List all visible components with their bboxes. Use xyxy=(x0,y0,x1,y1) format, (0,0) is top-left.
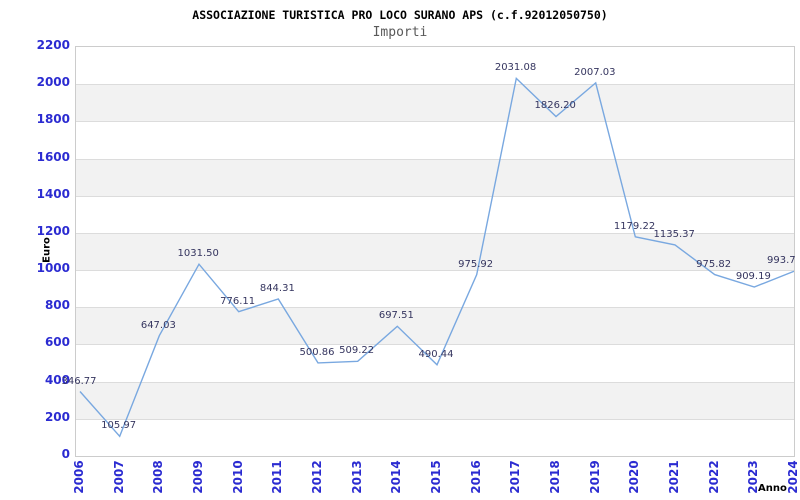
y-tick-label: 2000 xyxy=(36,75,70,90)
point-label: 346.77 xyxy=(61,375,97,387)
x-tick-label: 2014 xyxy=(389,460,404,494)
y-tick-label: 1000 xyxy=(36,261,70,276)
x-tick-label: 2021 xyxy=(667,460,681,494)
x-tick-label: 2022 xyxy=(706,460,721,494)
gridline xyxy=(76,84,794,86)
x-tick-label: 2019 xyxy=(587,460,602,494)
gridline xyxy=(76,121,794,123)
point-label: 500.86 xyxy=(299,346,335,358)
band xyxy=(76,307,794,345)
line-series-svg xyxy=(79,77,794,438)
band xyxy=(76,158,794,196)
x-tick-label: 2006 xyxy=(72,460,86,494)
chart-title: ASSOCIAZIONE TURISTICA PRO LOCO SURANO A… xyxy=(192,8,608,22)
point-label: 647.03 xyxy=(140,319,176,331)
gridline xyxy=(76,232,794,234)
y-axis-title: Euro xyxy=(41,237,53,263)
point-label: 975.82 xyxy=(696,258,732,270)
x-tick-label: 2011 xyxy=(270,460,285,494)
x-tick-label: 2012 xyxy=(310,460,324,494)
gridline xyxy=(76,344,794,346)
x-tick-label: 2007 xyxy=(111,460,126,494)
point-label: 697.51 xyxy=(378,310,414,322)
y-tick-label: 2200 xyxy=(36,38,70,52)
gridline xyxy=(76,195,794,197)
x-tick-label: 2009 xyxy=(191,460,205,494)
point-label: 105.97 xyxy=(101,420,137,432)
point-label: 975.92 xyxy=(458,258,494,270)
x-axis-title: Anno xyxy=(758,483,787,494)
point-label: 776.11 xyxy=(220,295,256,307)
band xyxy=(76,84,794,122)
x-tick-label: 2008 xyxy=(151,460,166,494)
y-tick-label: 600 xyxy=(44,335,70,350)
y-tick-label: 0 xyxy=(61,447,70,461)
point-label: 490.44 xyxy=(418,348,454,360)
x-tick-label: 2010 xyxy=(230,460,245,494)
point-label: 1135.37 xyxy=(653,228,695,240)
y-tick-label: 1800 xyxy=(36,112,70,127)
y-tick-label: 1400 xyxy=(36,186,70,201)
x-tick-label: 2020 xyxy=(627,460,642,494)
point-label: 909.19 xyxy=(735,270,771,282)
x-tick-label: 2024 xyxy=(786,460,800,494)
x-tick-label: 2016 xyxy=(468,460,483,494)
point-label: 1179.22 xyxy=(613,220,656,232)
gridline xyxy=(76,418,794,420)
point-label: 844.31 xyxy=(259,283,295,295)
x-tick-label: 2015 xyxy=(429,460,443,494)
gridline xyxy=(76,158,794,160)
gridline xyxy=(76,307,794,309)
y-tick-label: 400 xyxy=(44,372,70,387)
x-tick-label: 2013 xyxy=(349,460,364,494)
x-tick-label: 2018 xyxy=(548,460,562,494)
y-tick-label: 1200 xyxy=(36,223,70,238)
y-tick-label: 200 xyxy=(44,409,70,424)
gridline xyxy=(76,270,794,272)
point-label: 2007.03 xyxy=(574,66,616,78)
y-tick-label: 800 xyxy=(44,298,70,313)
point-label: 1031.50 xyxy=(177,248,219,260)
point-label: 993.7 xyxy=(767,255,796,267)
plot-area xyxy=(75,46,795,457)
chart-subtitle: Importi xyxy=(372,25,428,40)
point-label: 2031.08 xyxy=(494,62,537,74)
gridline xyxy=(76,381,794,383)
x-tick-label: 2017 xyxy=(508,460,523,494)
point-label: 509.22 xyxy=(339,345,375,357)
band xyxy=(76,232,794,271)
band xyxy=(76,381,794,419)
point-label: 1826.20 xyxy=(534,100,576,112)
data-line xyxy=(79,77,794,438)
y-tick-label: 1600 xyxy=(36,149,70,164)
